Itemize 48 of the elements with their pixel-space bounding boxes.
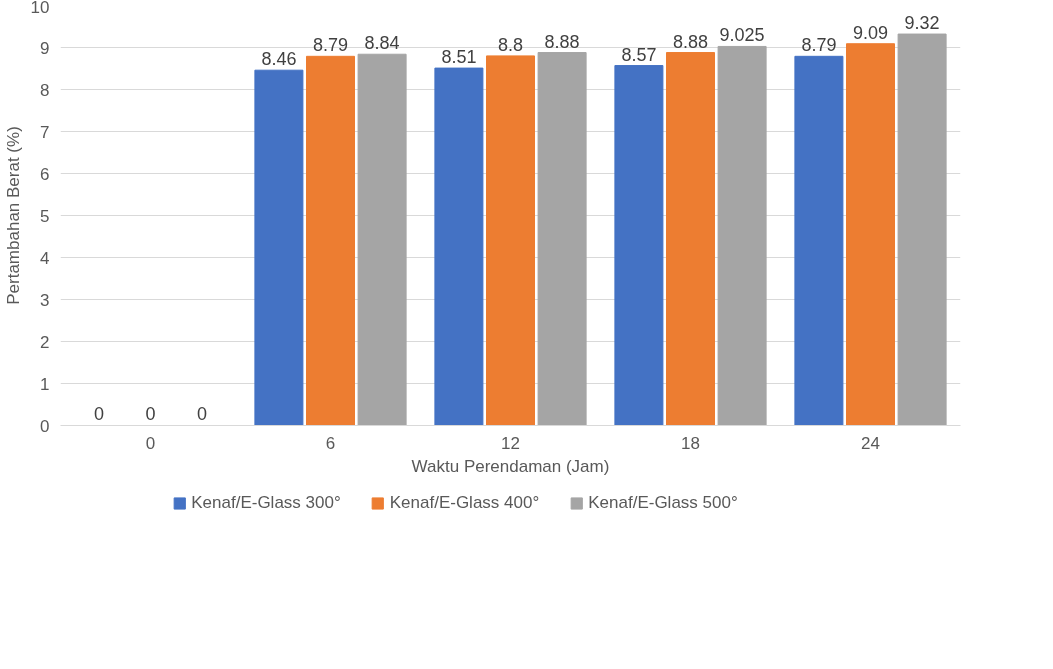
x-tick-label: 24 bbox=[861, 433, 880, 453]
x-axis-title: Waktu Perendaman (Jam) bbox=[411, 456, 610, 476]
data-label: 9.32 bbox=[904, 13, 940, 34]
data-label: 8.51 bbox=[441, 47, 477, 68]
y-tick-label: 8 bbox=[40, 80, 50, 100]
y-tick-label: 2 bbox=[40, 332, 50, 352]
bar bbox=[717, 45, 767, 426]
x-tick-label: 6 bbox=[325, 433, 336, 453]
data-label: 8.46 bbox=[261, 49, 297, 70]
y-axis-title: Pertambahan Berat (%) bbox=[3, 126, 23, 305]
bar bbox=[897, 33, 947, 426]
y-tick-label: 7 bbox=[40, 122, 50, 142]
data-label: 8.88 bbox=[672, 31, 709, 52]
bar bbox=[434, 67, 484, 426]
bar bbox=[306, 55, 355, 426]
y-tick-label: 0 bbox=[40, 416, 50, 436]
bar bbox=[254, 69, 304, 426]
y-tick-label: 4 bbox=[40, 248, 50, 268]
data-label: 8.84 bbox=[364, 33, 400, 54]
data-label: 8.8 bbox=[497, 34, 524, 55]
legend-label: Kenaf/E-Glass 400° bbox=[389, 493, 540, 513]
x-tick-label: 12 bbox=[501, 433, 520, 453]
data-label: 8.57 bbox=[621, 44, 657, 65]
data-label: 0 bbox=[93, 404, 104, 425]
data-label: 8.88 bbox=[544, 31, 580, 52]
data-label: 8.79 bbox=[312, 35, 349, 56]
bar bbox=[537, 52, 587, 426]
legend-label: Kenaf/E-Glass 500° bbox=[588, 493, 738, 513]
bar bbox=[357, 53, 407, 426]
bar bbox=[486, 55, 535, 426]
bar bbox=[846, 43, 895, 426]
y-tick-label: 3 bbox=[40, 290, 50, 310]
y-tick-label: 6 bbox=[40, 164, 50, 184]
data-label: 8.79 bbox=[801, 35, 837, 56]
x-tick-label: 0 bbox=[145, 433, 156, 453]
x-tick-label: 18 bbox=[681, 433, 700, 453]
data-label: 9.025 bbox=[719, 25, 765, 46]
bar bbox=[666, 52, 715, 426]
data-label: 9.09 bbox=[852, 22, 889, 43]
y-tick-label: 1 bbox=[40, 374, 50, 394]
legend-label: Kenaf/E-Glass 300° bbox=[191, 493, 341, 513]
y-tick-label: 5 bbox=[40, 206, 50, 226]
bar bbox=[794, 55, 844, 426]
y-tick-label: 10 bbox=[30, 0, 50, 17]
data-label: 0 bbox=[145, 404, 156, 425]
data-label: 0 bbox=[197, 404, 208, 425]
bar bbox=[614, 65, 664, 426]
y-tick-label: 9 bbox=[40, 38, 50, 58]
